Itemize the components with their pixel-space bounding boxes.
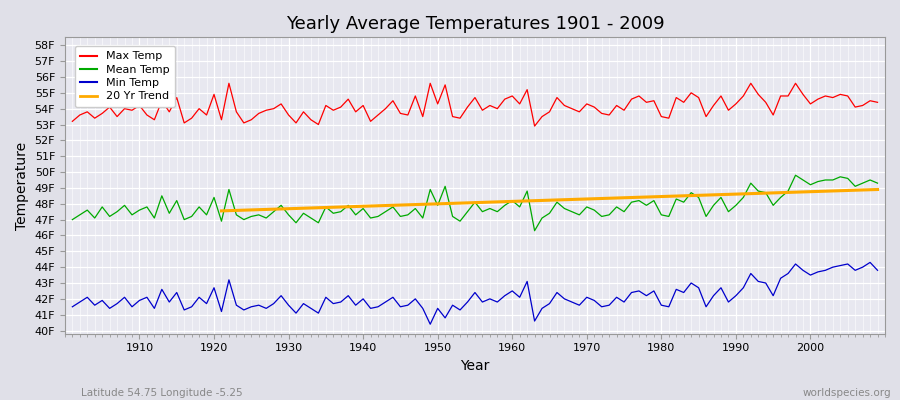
Text: Latitude 54.75 Longitude -5.25: Latitude 54.75 Longitude -5.25: [81, 388, 243, 398]
Text: worldspecies.org: worldspecies.org: [803, 388, 891, 398]
Y-axis label: Temperature: Temperature: [15, 142, 29, 230]
Legend: Max Temp, Mean Temp, Min Temp, 20 Yr Trend: Max Temp, Mean Temp, Min Temp, 20 Yr Tre…: [75, 46, 175, 107]
Title: Yearly Average Temperatures 1901 - 2009: Yearly Average Temperatures 1901 - 2009: [285, 15, 664, 33]
X-axis label: Year: Year: [460, 359, 490, 373]
